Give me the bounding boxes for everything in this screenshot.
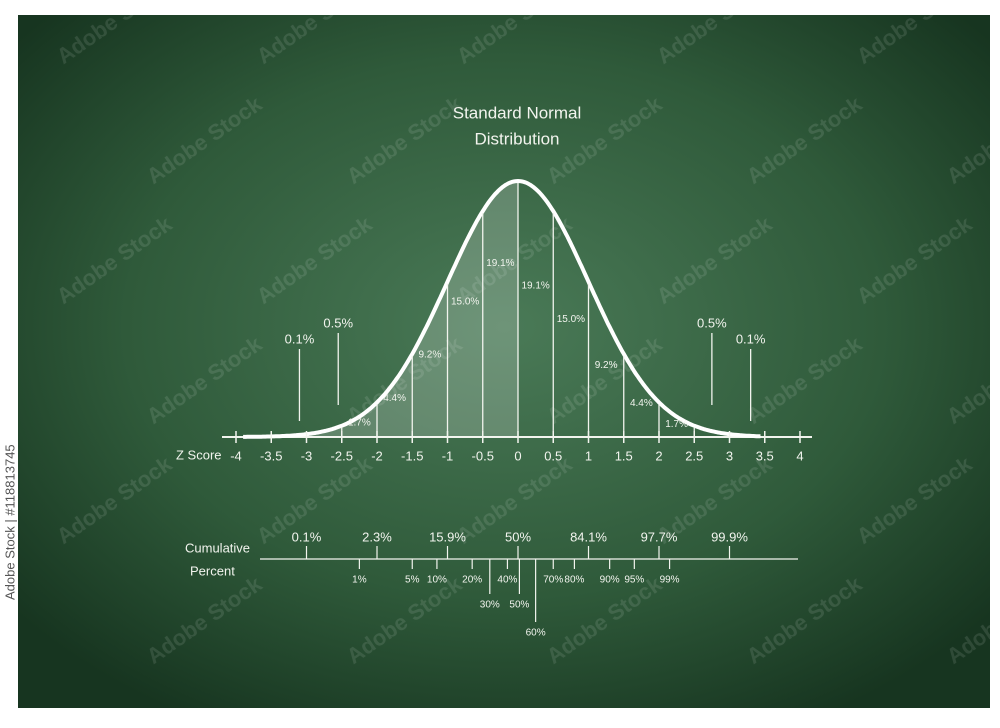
cumulative-label: 30% <box>480 600 500 611</box>
z-tick-label: 1 <box>585 448 592 463</box>
tail-label: 0.1% <box>285 331 315 346</box>
segment-label: 4.4% <box>383 393 406 404</box>
cumulative-label: 40% <box>497 575 517 586</box>
cumulative-label: 97.7% <box>641 529 678 544</box>
cumulative-label: 80% <box>564 575 584 586</box>
z-tick-label: -4 <box>230 448 242 463</box>
normal-curve <box>243 178 761 439</box>
cumulative-label: 70% <box>543 575 563 586</box>
cumulative-label: 0.1% <box>292 529 322 544</box>
cumulative-label: 20% <box>462 575 482 586</box>
cumulative-label: 90% <box>600 575 620 586</box>
z-tick-label: 0.5 <box>544 448 562 463</box>
cumulative-label: 60% <box>526 628 546 639</box>
z-tick-label: -3.5 <box>260 448 282 463</box>
z-tick-label: 1.5 <box>615 448 633 463</box>
cumulative-label: 50% <box>509 600 529 611</box>
z-tick-label: -1.5 <box>401 448 423 463</box>
segment-label: 15.0% <box>451 296 479 307</box>
z-tick-label: 2 <box>655 448 662 463</box>
title-line2: Distribution <box>474 129 559 148</box>
z-tick-label: -2.5 <box>331 448 353 463</box>
z-tick-label: 0 <box>514 448 521 463</box>
z-tick-label: -3 <box>301 448 313 463</box>
segment-label: 1.7% <box>665 419 688 430</box>
z-tick-label: -0.5 <box>472 448 494 463</box>
cumulative-label: 1% <box>352 575 367 586</box>
title-line1: Standard Normal <box>453 103 582 122</box>
segment-label: 9.2% <box>418 350 441 361</box>
tail-label: 0.5% <box>323 315 353 330</box>
segment-label: 9.2% <box>595 360 618 371</box>
cumulative-label: 5% <box>405 575 420 586</box>
segment-label: 19.1% <box>486 258 514 269</box>
cumulative-label: 95% <box>624 575 644 586</box>
z-axis-label: Z Score <box>176 447 222 462</box>
cumulative-label: 15.9% <box>429 529 466 544</box>
z-tick-label: -2 <box>371 448 383 463</box>
segment-label: 4.4% <box>630 398 653 409</box>
cumulative-label: 10% <box>427 575 447 586</box>
cumulative-label: 50% <box>505 529 531 544</box>
z-tick-label: -1 <box>442 448 454 463</box>
cumulative-label: 2.3% <box>362 529 392 544</box>
z-tick-label: 2.5 <box>685 448 703 463</box>
z-tick-label: 4 <box>796 448 803 463</box>
cumulative-label: Cumulative <box>185 540 250 555</box>
cumulative-label: 99.9% <box>711 529 748 544</box>
tail-label: 0.1% <box>736 331 766 346</box>
tail-label: 0.5% <box>697 315 727 330</box>
cumulative-label: 99% <box>660 575 680 586</box>
segment-label: 19.1% <box>521 280 549 291</box>
cumulative-label: 84.1% <box>570 529 607 544</box>
chalkboard <box>18 15 990 708</box>
z-tick-label: 3 <box>726 448 733 463</box>
side-text: Adobe Stock | #118813745 <box>2 444 17 600</box>
z-tick-label: 3.5 <box>756 448 774 463</box>
cumulative-label: Percent <box>190 563 235 578</box>
segment-label: 1.7% <box>348 417 371 428</box>
segment-label: 15.0% <box>557 314 585 325</box>
